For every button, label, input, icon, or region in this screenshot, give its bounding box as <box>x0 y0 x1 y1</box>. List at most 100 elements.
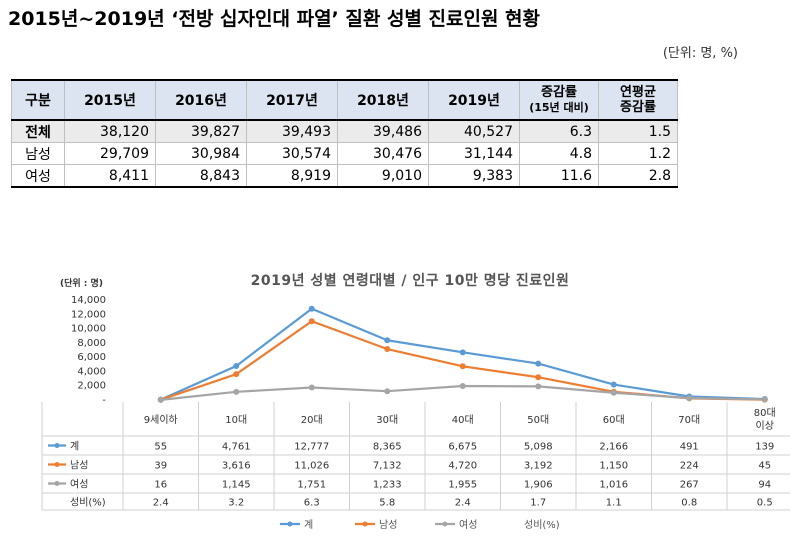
data-label: 3,616 <box>222 461 251 472</box>
col-header: 구분 <box>11 79 65 121</box>
y-tick-label: 8,000 <box>77 338 106 349</box>
x-category-label: 10대 <box>225 414 247 426</box>
data-label: 0.8 <box>681 498 697 509</box>
data-label: 139 <box>755 442 774 453</box>
table-cell: 1.2 <box>598 142 678 165</box>
data-point <box>535 374 542 381</box>
col-header-cagr: 연평균 증감률 <box>598 79 678 121</box>
chart-title: 2019년 성별 연령대별 / 인구 10만 명당 진료인원 <box>250 273 570 289</box>
table-cell: 40,527 <box>428 119 520 143</box>
data-point <box>459 363 466 370</box>
data-label: 1,145 <box>222 480 251 491</box>
col-header: 2018년 <box>337 79 429 121</box>
row-label: 남성 <box>11 142 65 165</box>
growth-header-line2: (15년 대비) <box>529 101 589 114</box>
legend-label: 계 <box>304 519 313 531</box>
cagr-header-line1: 연평균 <box>620 85 656 100</box>
data-label: 3.2 <box>228 498 244 509</box>
table-cell: 30,984 <box>155 142 247 165</box>
x-category-label: 20대 <box>301 414 323 426</box>
unit-note: (단위: 명, %) <box>662 46 738 61</box>
data-label: 1.7 <box>530 498 546 509</box>
data-label: 11,026 <box>294 461 329 472</box>
data-label: 224 <box>680 461 699 472</box>
table-cell: 9,383 <box>428 164 520 188</box>
x-category-label: 80대 <box>754 407 776 419</box>
table-row-male: 남성 29,709 30,984 30,574 30,476 31,144 4.… <box>11 142 678 165</box>
data-label: 2,166 <box>599 442 628 453</box>
data-label: 1,906 <box>524 480 553 491</box>
table-cell: 11.6 <box>519 164 599 188</box>
chart-unit: (단위 : 명) <box>60 279 103 289</box>
data-point <box>233 388 240 395</box>
data-label: 1,751 <box>297 480 326 491</box>
data-point <box>610 389 617 396</box>
table-cell: 9,010 <box>337 164 429 188</box>
page-title: 2015년~2019년 ‘전방 십자인대 파열’ 질환 성별 진료인원 현황 <box>8 8 541 30</box>
x-category-label: 30대 <box>376 414 398 426</box>
table-cell: 39,827 <box>155 119 247 143</box>
col-header: 2016년 <box>155 79 247 121</box>
data-label: 8,365 <box>373 442 402 453</box>
data-point <box>535 383 542 390</box>
table-row-female: 여성 8,411 8,843 8,919 9,010 9,383 11.6 2.… <box>11 164 678 188</box>
y-tick-label: 12,000 <box>71 309 106 320</box>
data-point <box>459 383 466 390</box>
table-cell: 30,476 <box>337 142 429 165</box>
table-cell: 6.3 <box>519 119 599 143</box>
row-label: 전체 <box>11 119 65 143</box>
data-label: 94 <box>758 480 771 491</box>
data-label: 2.4 <box>153 498 169 509</box>
table-cell: 29,709 <box>64 142 156 165</box>
data-label: 1.1 <box>606 498 622 509</box>
table-cell: 8,919 <box>246 164 338 188</box>
row-label: 남성 <box>70 460 88 472</box>
table-cell: 39,493 <box>246 119 338 143</box>
table-cell: 31,144 <box>428 142 520 165</box>
row-legend-marker <box>54 481 60 486</box>
y-tick-label: - <box>102 395 106 406</box>
data-label: 3,192 <box>524 461 553 472</box>
table-cell: 4.8 <box>519 142 599 165</box>
row-legend-marker <box>54 443 60 448</box>
data-label: 39 <box>154 461 167 472</box>
table-cell: 2.8 <box>598 164 678 188</box>
row-label: 여성 <box>70 479 88 491</box>
table-header-row: 구분 2015년 2016년 2017년 2018년 2019년 증감률 (15… <box>11 79 678 121</box>
data-label: 6,675 <box>448 442 477 453</box>
data-point <box>308 305 315 312</box>
legend-marker <box>287 521 293 527</box>
table-cell: 39,486 <box>337 119 429 143</box>
x-category-label: 40대 <box>452 414 474 426</box>
y-tick-label: 2,000 <box>77 381 106 392</box>
data-point <box>233 362 240 369</box>
row-label: 성비(%) <box>70 497 106 509</box>
x-category-label: 70대 <box>678 414 700 426</box>
data-point <box>157 396 164 403</box>
data-label: 7,132 <box>373 461 402 472</box>
data-label: 1,150 <box>599 461 628 472</box>
y-tick-label: 6,000 <box>77 352 106 363</box>
y-tick-label: 4,000 <box>77 366 106 377</box>
data-label: 1,955 <box>448 480 477 491</box>
data-point <box>308 384 315 391</box>
line-chart: 14,000 12,000 10,000 8,000 6,000 4,000 2,000 - 9… <box>41 295 790 531</box>
col-header: 2017년 <box>246 79 338 121</box>
data-label: 1,016 <box>599 480 628 491</box>
row-label: 계 <box>70 441 79 453</box>
legend-label: 여성 <box>459 519 477 531</box>
growth-header-line1: 증감률 <box>541 85 577 100</box>
data-label: 491 <box>680 442 699 453</box>
table-cell: 38,120 <box>64 119 156 143</box>
col-header: 2019년 <box>428 79 520 121</box>
data-label: 2.4 <box>455 498 471 509</box>
data-label: 4,761 <box>222 442 251 453</box>
x-category-label: 60대 <box>603 414 625 426</box>
chart-panel: 14,000 12,000 10,000 8,000 6,000 4,000 2,000 - 9… <box>30 256 790 536</box>
row-label: 여성 <box>11 164 65 188</box>
legend-marker <box>442 521 448 527</box>
data-label: 1,233 <box>373 480 402 491</box>
data-label: 16 <box>154 480 167 491</box>
data-label: 45 <box>758 461 771 472</box>
row-legend-marker <box>54 462 60 467</box>
